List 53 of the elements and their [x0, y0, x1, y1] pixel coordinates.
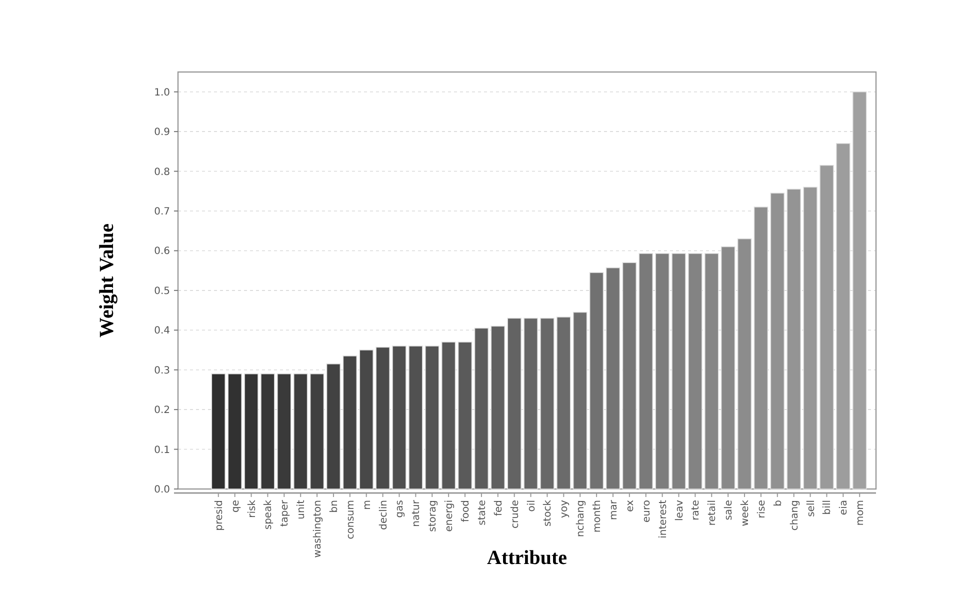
x-tick-label: energi: [444, 500, 456, 532]
x-tick-label: month: [592, 500, 604, 532]
y-tick-label: 0.1: [154, 444, 170, 456]
x-tick-label: rise: [756, 500, 768, 518]
x-tick-label: qe: [230, 500, 242, 512]
x-tick-label: rate: [690, 500, 702, 520]
x-tick-label: storag: [428, 500, 439, 532]
x-tick-label: mar: [608, 499, 620, 520]
x-tick-label: food: [460, 500, 472, 522]
y-tick-label: 0.2: [154, 405, 170, 416]
x-tick-label: ex: [624, 500, 636, 512]
x-tick-label: unit: [296, 500, 308, 520]
y-tick-label: 0.3: [154, 365, 170, 376]
x-tick-label: sell: [806, 500, 817, 517]
y-tick-label: 0.4: [154, 326, 170, 337]
x-tick-label: m: [362, 500, 373, 510]
y-tick-label: 0.9: [154, 127, 170, 138]
x-tick-label: week: [740, 500, 752, 526]
y-tick-label: 1.0: [154, 87, 170, 98]
y-tick-label: 0.0: [154, 484, 170, 496]
x-tick-label: crude: [510, 500, 521, 528]
x-tick-label: sale: [724, 500, 735, 520]
x-tick-label: speak: [263, 500, 274, 530]
x-tick-label: chang: [789, 500, 800, 531]
x-tick-label: mom: [855, 500, 866, 526]
y-tick-label: 0.8: [154, 166, 170, 178]
x-axis-title: Attribute: [487, 547, 568, 569]
x-tick-label: bn: [328, 500, 340, 513]
y-tick-label: 0.6: [154, 246, 170, 258]
x-tick-label: eia: [838, 500, 850, 516]
x-tick-label: bill: [822, 500, 834, 515]
y-tick-label: 0.5: [154, 286, 170, 297]
x-tick-label: b: [772, 500, 784, 506]
x-tick-label: natur: [411, 499, 422, 527]
x-tick-label: oil: [526, 500, 538, 512]
x-tick-label: retail: [707, 500, 718, 526]
x-tick-label: euro: [641, 500, 652, 522]
x-tick-label: risk: [246, 500, 258, 518]
y-tick-label: 0.7: [154, 206, 170, 218]
x-tick-label: presid: [214, 500, 225, 531]
x-tick-label: leav: [674, 500, 686, 521]
x-tick-label: nchang: [576, 500, 587, 537]
y-axis-title: Weight Value: [96, 223, 118, 338]
x-tick-label: fed: [493, 500, 504, 516]
x-tick-label: state: [476, 500, 488, 526]
x-tick-label: declin: [378, 500, 390, 530]
x-tick-label: taper: [280, 499, 291, 527]
x-tick-label: gas: [394, 500, 406, 518]
x-tick-label: consum: [345, 500, 356, 540]
x-tick-label: washington: [312, 500, 324, 558]
x-tick-label: interest: [658, 500, 669, 538]
x-tick-label: stock: [542, 500, 554, 527]
x-tick-label: yoy: [559, 500, 570, 518]
